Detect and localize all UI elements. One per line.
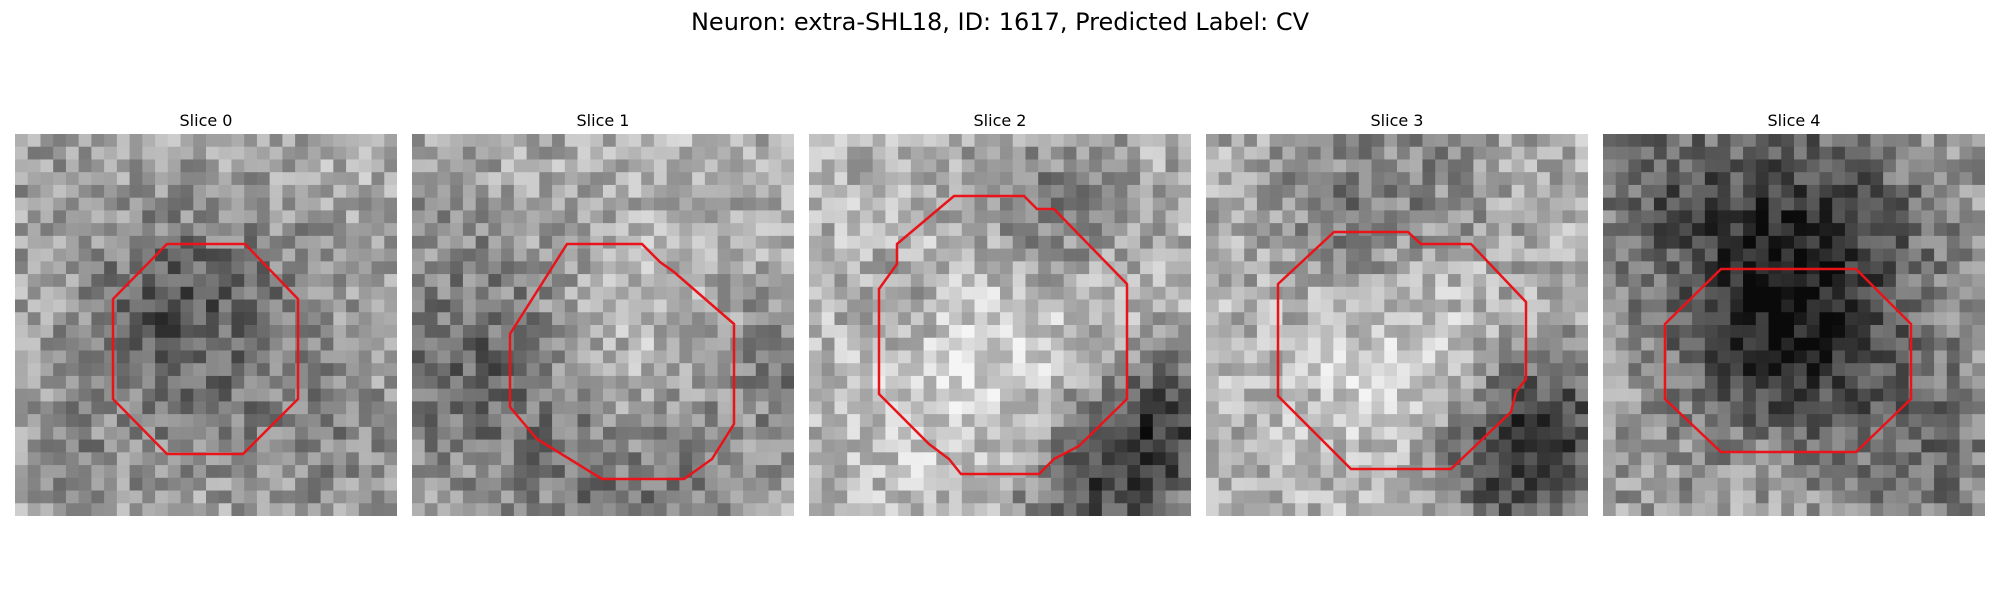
slice-image <box>809 134 1191 516</box>
roi-contour <box>508 242 736 481</box>
slice-panel-4: Slice 4 <box>1603 110 1985 516</box>
roi-contour <box>1663 267 1913 454</box>
roi-contour <box>877 194 1129 476</box>
slice-panel-1: Slice 1 <box>412 110 794 516</box>
slice-panel-2: Slice 2 <box>809 110 1191 516</box>
slice-title: Slice 0 <box>179 111 233 130</box>
slice-title: Slice 2 <box>973 111 1027 130</box>
slice-image <box>1603 134 1985 516</box>
slice-title: Slice 4 <box>1767 111 1821 130</box>
slice-image <box>412 134 794 516</box>
slice-title: Slice 3 <box>1370 111 1424 130</box>
figure-title: Neuron: extra-SHL18, ID: 1617, Predicted… <box>690 8 1310 36</box>
slice-image <box>15 134 397 516</box>
roi-contour <box>1276 230 1528 471</box>
slice-image <box>1206 134 1588 516</box>
slice-panel-0: Slice 0 <box>15 110 397 516</box>
slice-panel-3: Slice 3 <box>1206 110 1588 516</box>
slice-title: Slice 1 <box>576 111 630 130</box>
roi-contour <box>111 242 300 456</box>
